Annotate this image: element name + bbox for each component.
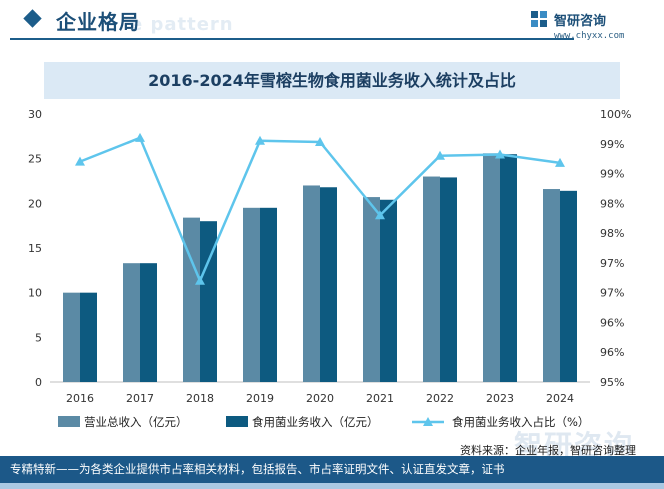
footer-banner: 专精特新——为各类企业提供市占率相关材料，包括报告、市占率证明文件、认证直发文章…	[0, 456, 664, 489]
y-right-tick-label: 96%	[600, 346, 624, 359]
x-tick-label: 2024	[546, 392, 574, 405]
point-mushroom-share	[315, 136, 325, 146]
header: e pattern 企业格局	[0, 0, 664, 50]
bar-mushroom-revenue	[560, 190, 577, 382]
bar-total-revenue	[183, 217, 200, 382]
legend-swatch-total-revenue	[58, 416, 80, 427]
data-source: 资料来源：企业年报，智研咨询整理	[460, 444, 636, 457]
point-mushroom-share	[255, 135, 265, 145]
y-left-tick-label: 30	[28, 108, 42, 121]
point-mushroom-share	[375, 210, 385, 220]
bar-total-revenue	[123, 263, 140, 382]
legend-swatch-mushroom-revenue	[226, 416, 248, 427]
x-tick-label: 2019	[246, 392, 274, 405]
brand-name: 智研咨询	[554, 14, 607, 29]
bar-total-revenue	[303, 185, 320, 382]
y-right-tick-label: 98%	[600, 227, 624, 240]
bar-mushroom-revenue	[260, 207, 277, 382]
point-mushroom-share	[495, 149, 505, 159]
brand-url: www.chyxx.com	[554, 31, 625, 41]
bar-total-revenue	[543, 189, 560, 382]
chart-title-box: 2016-2024年雪榕生物食用菌业务收入统计及占比	[44, 62, 620, 99]
footer-tagline: 专精特新——为各类企业提供市占率相关材料，包括报告、市占率证明文件、认证直发文章…	[10, 462, 505, 476]
legend-label-mushroom-share: 食用菌业务收入占比（%）	[452, 415, 590, 429]
legend-label-total-revenue: 营业总收入（亿元）	[84, 415, 188, 429]
x-tick-label: 2021	[366, 392, 394, 405]
section-title: 企业格局	[56, 10, 140, 34]
bar-mushroom-revenue	[380, 199, 397, 382]
y-right-tick-label: 95%	[600, 376, 624, 389]
bar-mushroom-revenue	[140, 263, 157, 382]
point-mushroom-share	[75, 156, 85, 166]
chart-title: 2016-2024年雪榕生物食用菌业务收入统计及占比	[148, 71, 516, 90]
x-tick-label: 2022	[426, 392, 454, 405]
bar-mushroom-revenue	[320, 187, 337, 382]
point-mushroom-share	[435, 150, 445, 160]
bar-total-revenue	[423, 176, 440, 382]
bar-mushroom-revenue	[80, 292, 97, 382]
x-tick-label: 2017	[126, 392, 154, 405]
bar-mushroom-revenue	[440, 177, 457, 382]
bar-mushroom-revenue	[200, 221, 217, 382]
y-right-tick-label: 100%	[600, 108, 631, 121]
y-right-tick-label: 98%	[600, 197, 624, 210]
brand-logo-icon	[531, 11, 547, 27]
footer-stripe	[0, 483, 664, 489]
point-mushroom-share	[195, 275, 205, 285]
y-right-tick-label: 99%	[600, 168, 624, 181]
y-left-tick-label: 5	[35, 331, 42, 344]
y-left-tick-label: 20	[28, 197, 42, 210]
point-mushroom-share	[555, 157, 565, 167]
y-left-tick-label: 10	[28, 287, 42, 300]
header-rule	[10, 38, 574, 40]
x-tick-label: 2020	[306, 392, 334, 405]
y-left-tick-label: 0	[35, 376, 42, 389]
bar-total-revenue	[243, 207, 260, 382]
header-watermark: e pattern	[130, 14, 234, 35]
chart-legend: 营业总收入（亿元） 食用菌业务收入（亿元） 食用菌业务收入占比（%）	[58, 414, 618, 430]
brand-logo[interactable]: 智研咨询 www.chyxx.com	[530, 10, 650, 48]
x-tick-label: 2016	[66, 392, 94, 405]
x-tick-label: 2023	[486, 392, 514, 405]
y-right-tick-label: 97%	[600, 257, 624, 270]
legend-label-mushroom-revenue: 食用菌业务收入（亿元）	[252, 415, 379, 429]
y-right-tick-label: 99%	[600, 138, 624, 151]
bar-total-revenue	[363, 197, 380, 382]
bar-total-revenue	[63, 292, 80, 382]
y-left-tick-label: 15	[28, 242, 42, 255]
y-left-tick-label: 25	[28, 153, 42, 166]
bar-total-revenue	[483, 153, 500, 382]
legend-line-symbol	[412, 417, 444, 426]
y-right-tick-label: 97%	[600, 287, 624, 300]
y-right-tick-label: 96%	[600, 316, 624, 329]
x-tick-label: 2018	[186, 392, 214, 405]
bar-mushroom-revenue	[500, 154, 517, 382]
point-mushroom-share	[135, 132, 145, 142]
